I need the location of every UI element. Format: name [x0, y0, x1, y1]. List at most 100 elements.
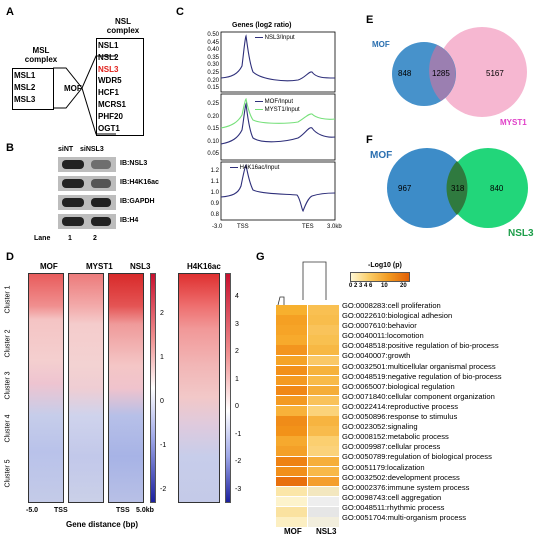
panel-label-g: G — [256, 251, 265, 263]
venn-f-right-count: 840 — [490, 184, 504, 193]
go-legend-title: -Log10 (p) — [368, 262, 402, 269]
go-term-label: GO:0008152:metabolic process — [342, 432, 449, 442]
go-heatmap-cell — [276, 335, 307, 345]
nsl-box — [96, 38, 144, 136]
heatmap-col-myst1: MYST1 — [86, 262, 113, 271]
lane-number-2: 2 — [93, 235, 97, 242]
nsl-complex-title: NSL complex — [106, 17, 140, 35]
profile-xtick-tes: TES — [302, 224, 314, 230]
blot-h4 — [58, 214, 116, 229]
go-heatmap-cell — [307, 496, 339, 507]
go-heatmap-cell — [307, 466, 339, 477]
go-term-label: GO:0071840:cellular component organizati… — [342, 391, 495, 401]
go-term-label: GO:0022610:biological adhesion — [342, 311, 453, 321]
blot-label-h4: IB:H4 — [120, 217, 139, 224]
go-term-list: GO:0008283:cell proliferation GO:0022610:… — [342, 301, 502, 523]
go-heatmap-cell — [276, 345, 307, 355]
go-heatmap-cell — [276, 315, 307, 325]
go-heatmap-cell — [276, 426, 307, 436]
go-heatmap-cell — [276, 486, 307, 497]
go-heatmap-cell — [276, 375, 307, 386]
profile-title: Genes (log2 ratio) — [232, 22, 292, 29]
lane-number-1: 1 — [68, 235, 72, 242]
mof-label: MOF — [64, 84, 82, 93]
go-legend-ticks-low: 0 2 3 4 6 — [349, 283, 373, 289]
plot1-yticks: 0.50 0.45 0.40 0.35 0.30 0.25 0.20 0.15 — [207, 32, 219, 92]
panel-label-a: A — [6, 6, 14, 18]
panel-label-f: F — [366, 134, 373, 146]
go-term-label: GO:0048511:rhythmic process — [342, 502, 445, 512]
lane-label: Lane — [34, 235, 51, 242]
lane-header-sinsl3: siNSL3 — [80, 146, 104, 153]
go-term-label: GO:0040011:locomotion — [342, 331, 424, 341]
profile-xtick-start: -3.0 — [212, 224, 223, 230]
heatmap-col-nsl3: NSL3 — [130, 262, 151, 271]
go-heatmap-cell — [307, 325, 339, 335]
go-term-label: GO:0051179:localization — [342, 462, 425, 472]
blot-label-gapdh: IB:GAPDH — [120, 198, 155, 205]
venn-f-left-label: MOF — [370, 150, 393, 161]
go-heatmap-grid — [276, 305, 339, 538]
go-heatmap-cell — [276, 365, 307, 376]
go-term-label: GO:0065007:biological regulation — [342, 381, 455, 391]
go-term-label: GO:0008283:cell proliferation — [342, 301, 441, 310]
mof-hub-shape — [53, 55, 116, 135]
heatmap-xtick-end: 5.0kb — [136, 507, 154, 514]
go-legend-colorbar — [350, 272, 410, 282]
go-heatmap-cell — [276, 385, 307, 396]
go-heatmap-cell — [307, 355, 339, 365]
go-term-label: GO:0023052:signaling — [342, 422, 418, 432]
venn-e-right-count: 5167 — [486, 69, 504, 78]
venn-e-circles — [392, 27, 527, 117]
plot2-yticks: 0.25 0.20 0.15 0.10 0.05 — [207, 101, 219, 157]
go-heatmap-cell — [307, 315, 339, 325]
go-heatmap-cell — [276, 416, 307, 426]
colorbar-right-ticks: 4 3 2 1 0 -1 -2 -3 — [235, 293, 242, 493]
heatmap-col-h4k16ac: H4K16ac — [187, 262, 221, 271]
go-heatmap-cell — [276, 496, 307, 507]
go-heatmap-cell — [307, 395, 339, 406]
heatmap-h4k16ac — [178, 273, 220, 503]
colorbar-right — [225, 273, 231, 503]
go-term-label: GO:0040007:growth — [342, 351, 411, 361]
msl-item-list: MSL1 MSL2 MSL3 — [14, 71, 36, 104]
go-term-label: GO:0032502:development process — [342, 472, 460, 482]
go-heatmap-cell — [276, 507, 307, 517]
venn-f-right-label: NSL3 — [508, 228, 534, 239]
panel-label-d: D — [6, 251, 14, 263]
heatmap-xtick-tss1: TSS — [54, 507, 68, 514]
heatmap-col-mof: MOF — [40, 262, 58, 271]
go-term-label: GO:0050896:response to stimulus — [342, 412, 458, 422]
plot2-legend: MOF/Input MYST1/Input — [255, 98, 300, 114]
go-col-nsl3: NSL3 — [316, 527, 337, 536]
go-heatmap-cell — [276, 446, 307, 456]
go-term-label: GO:0048518:positive regulation of bio-pr… — [342, 341, 499, 351]
go-heatmap-cell — [307, 385, 339, 396]
venn-e-left-label: MOF — [372, 40, 390, 49]
go-heatmap-cell — [307, 507, 339, 517]
go-heatmap-cell — [307, 305, 339, 315]
go-term-label: GO:0002376:immune system process — [342, 482, 470, 492]
blot-label-nsl3: IB:NSL3 — [120, 160, 148, 167]
go-heatmap-cell — [307, 476, 339, 487]
go-heatmap-cell — [307, 436, 339, 446]
go-heatmap-cell — [307, 406, 339, 416]
plot3-yticks: 1.2 1.1 1.0 0.9 0.8 — [210, 168, 219, 218]
plot1-legend: NSL3/Input — [255, 35, 295, 41]
venn-e-right-label: MYST1 — [500, 118, 527, 127]
go-col-mof: MOF — [284, 527, 302, 536]
panel-label-b: B — [6, 142, 14, 154]
go-heatmap-cell — [307, 456, 339, 466]
msl-complex-title: MSL complex — [24, 46, 58, 64]
nsl3-highlight: NSL3 — [98, 64, 119, 74]
panel-label-e: E — [366, 14, 374, 26]
heatmap-xlabel: Gene distance (bp) — [66, 520, 139, 529]
go-heatmap-cell — [276, 406, 307, 416]
heatmap-mof — [28, 273, 64, 503]
go-legend-ticks-mid: 10 — [381, 283, 388, 289]
go-term-label: GO:0051704:multi-organism process — [342, 512, 467, 522]
lane-header-sint: siNT — [58, 146, 74, 153]
go-heatmap-cell — [276, 466, 307, 477]
go-term-label: GO:0007610:behavior — [342, 321, 417, 331]
